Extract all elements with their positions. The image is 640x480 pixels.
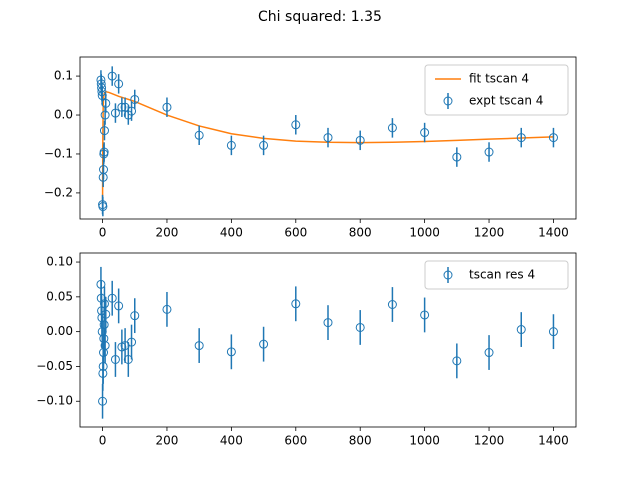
data-point [99, 299, 109, 309]
data-point [548, 327, 558, 337]
data-point [120, 102, 130, 112]
data-point [323, 133, 333, 143]
x-tick-label: 400 [220, 226, 243, 240]
data-point [99, 126, 109, 136]
data-point [123, 354, 133, 364]
data-point [420, 128, 430, 138]
x-tick-label: 200 [156, 434, 179, 448]
data-point [98, 202, 108, 212]
y-tick-label: 0.0 [54, 108, 73, 122]
y-tick-label: −0.1 [44, 146, 73, 160]
fit-line [101, 90, 554, 205]
legend-box [424, 64, 569, 116]
data-point [516, 133, 526, 143]
x-tick-label: 0 [99, 434, 107, 448]
legend-swatch-marker [443, 270, 453, 280]
x-tick-label: 600 [284, 434, 307, 448]
data-point [130, 311, 140, 321]
data-point [101, 309, 111, 319]
data-point [98, 396, 108, 406]
y-tick-label: 0.1 [54, 69, 73, 83]
data-point [194, 341, 204, 351]
plot-area [96, 66, 558, 217]
legend-box [424, 260, 569, 290]
data-point [291, 299, 301, 309]
data-point [226, 140, 236, 150]
axes-frame [79, 56, 577, 220]
y-tick-label: −0.05 [36, 359, 73, 373]
data-point [99, 165, 109, 175]
data-point [420, 310, 430, 320]
x-tick-label: 1400 [538, 226, 569, 240]
data-point [107, 293, 117, 303]
data-point [194, 130, 204, 140]
plot-area [96, 266, 558, 419]
data-point [387, 123, 397, 133]
figure-title: Chi squared: 1.35 [258, 9, 382, 25]
data-point [355, 322, 365, 332]
data-point [259, 339, 269, 349]
data-point [110, 354, 120, 364]
x-tick-label: 1000 [409, 434, 440, 448]
data-point [355, 135, 365, 145]
legend-label: fit tscan 4 [469, 72, 529, 86]
data-point [484, 147, 494, 157]
data-point [107, 71, 117, 81]
x-tick-label: 1000 [409, 226, 440, 240]
data-point [162, 304, 172, 314]
data-point [323, 318, 333, 328]
x-tick-label: 0 [99, 226, 107, 240]
y-tick-label: 0.00 [46, 324, 73, 338]
data-point [259, 140, 269, 150]
data-point [484, 348, 494, 358]
x-tick-label: 400 [220, 434, 243, 448]
x-tick-label: 1200 [474, 434, 505, 448]
x-tick-label: 1400 [538, 434, 569, 448]
x-tick-label: 600 [284, 226, 307, 240]
y-tick-label: −0.10 [36, 394, 73, 408]
data-point [452, 356, 462, 366]
data-point [387, 300, 397, 310]
data-point [114, 79, 124, 89]
data-point [516, 325, 526, 335]
axes-frame [79, 252, 577, 428]
data-point [100, 341, 110, 351]
y-tick-label: 0.10 [46, 255, 73, 269]
data-point [452, 152, 462, 162]
data-point [101, 98, 111, 108]
x-tick-label: 800 [349, 434, 372, 448]
data-point [548, 133, 558, 143]
legend-label: expt tscan 4 [469, 94, 543, 108]
y-tick-label: −0.2 [44, 185, 73, 199]
data-point [114, 301, 124, 311]
data-point [226, 347, 236, 357]
x-tick-label: 800 [349, 226, 372, 240]
data-point [162, 102, 172, 112]
legend-label: tscan res 4 [469, 268, 535, 282]
x-tick-label: 1200 [474, 226, 505, 240]
data-point [110, 108, 120, 118]
legend-swatch-marker [443, 96, 453, 106]
data-point [130, 94, 140, 104]
data-point [291, 120, 301, 130]
data-point [127, 337, 137, 347]
x-tick-label: 200 [156, 226, 179, 240]
data-point [99, 147, 109, 157]
data-point [117, 102, 127, 112]
y-tick-label: 0.05 [46, 289, 73, 303]
data-point [127, 106, 137, 116]
